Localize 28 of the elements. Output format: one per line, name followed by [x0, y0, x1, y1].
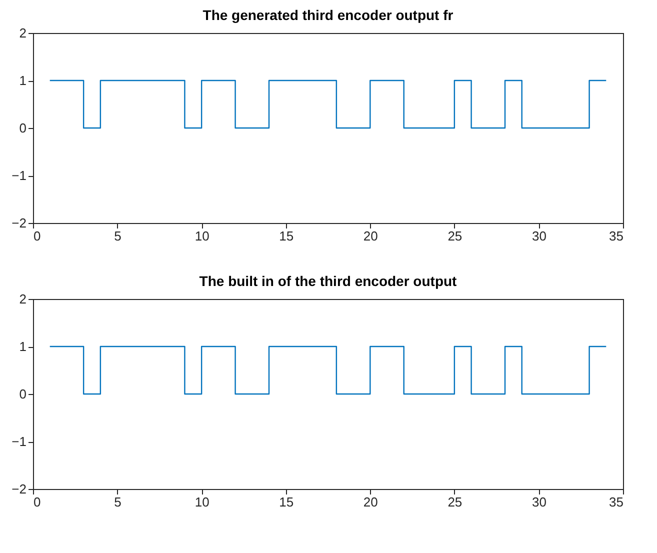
x-tick-label: 20	[363, 494, 378, 510]
x-tick-label: 20	[363, 228, 378, 244]
x-tick-label: 30	[532, 228, 546, 244]
y-tick-label: 0	[19, 386, 26, 402]
x-tick-label: 15	[279, 228, 294, 244]
y-tick-label: −1	[12, 168, 26, 183]
y-tick-label: 2	[19, 26, 26, 40]
y-tick-label: 2	[19, 292, 26, 306]
y-tick-label: 1	[19, 73, 26, 88]
x-tick-label: 10	[194, 494, 210, 510]
x-tick-label: 5	[114, 228, 122, 244]
y-tick-label: 1	[19, 339, 26, 354]
x-tick-label: 35	[609, 228, 624, 244]
y-tick-label: −2	[12, 482, 26, 496]
chart-title: The generated third encoder output fr	[202, 7, 454, 23]
y-tick-label: −1	[12, 434, 26, 449]
x-tick-label: 30	[532, 494, 546, 510]
x-tick-label: 25	[448, 494, 462, 510]
chart-title: The built in of the third encoder output	[199, 273, 458, 289]
x-tick-label: 25	[448, 228, 462, 244]
x-tick-label: 35	[609, 494, 624, 510]
x-tick-label: 0	[34, 494, 41, 510]
x-tick-label: 0	[34, 228, 41, 244]
x-tick-label: 5	[114, 494, 122, 510]
x-tick-label: 10	[194, 228, 210, 244]
y-tick-label: −2	[12, 216, 26, 230]
x-tick-label: 15	[279, 494, 294, 510]
y-tick-label: 0	[19, 120, 26, 136]
